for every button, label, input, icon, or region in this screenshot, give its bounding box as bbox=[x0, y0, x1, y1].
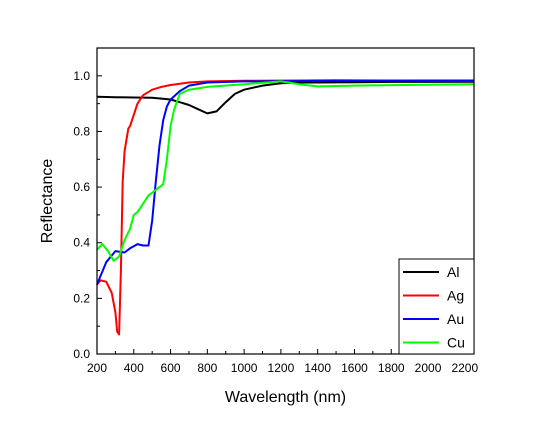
legend-label-ag: Ag bbox=[447, 288, 464, 304]
x-tick-label: 1400 bbox=[304, 361, 331, 375]
legend-label-al: Al bbox=[447, 264, 459, 280]
legend-label-au: Au bbox=[447, 311, 464, 327]
y-tick-label: 1.0 bbox=[73, 69, 90, 83]
x-tick-label: 800 bbox=[197, 361, 217, 375]
y-axis-title: Reflectance bbox=[39, 159, 56, 244]
x-tick-label: 2000 bbox=[415, 361, 442, 375]
plot-lines bbox=[96, 79, 475, 336]
x-axis-title: Wavelength (nm) bbox=[225, 389, 346, 406]
series-line-cu bbox=[96, 80, 475, 262]
y-tick-label: 0.8 bbox=[73, 124, 90, 138]
series-line-au bbox=[96, 79, 474, 285]
x-tick-label: 400 bbox=[124, 361, 144, 375]
legend-label-cu: Cu bbox=[447, 335, 465, 351]
y-tick-label: 0.2 bbox=[73, 291, 90, 305]
y-tick-label: 0.6 bbox=[73, 180, 90, 194]
series-line-ag bbox=[96, 79, 474, 336]
plot-frame bbox=[96, 47, 475, 355]
y-tick-label: 0.4 bbox=[73, 236, 90, 250]
series-line-al bbox=[96, 80, 475, 115]
x-tick-label: 2200 bbox=[451, 361, 478, 375]
x-tick-label: 1000 bbox=[231, 361, 258, 375]
x-tick-label: 1600 bbox=[341, 361, 368, 375]
x-tick-label: 1800 bbox=[378, 361, 405, 375]
x-tick-label: 600 bbox=[161, 361, 181, 375]
x-tick-label: 1200 bbox=[268, 361, 295, 375]
x-axis-ticks: 200 400 600 800 1000 1200 1400 1600 1800 2000 2200 bbox=[87, 349, 478, 375]
legend-box bbox=[398, 258, 475, 355]
x-tick-label: 200 bbox=[87, 361, 107, 375]
y-tick-label: 0.0 bbox=[73, 347, 90, 361]
y-axis-ticks: 0.0 0.2 0.4 0.6 0.8 1.0 bbox=[73, 47, 102, 361]
legend: Al Ag Au Cu bbox=[398, 258, 475, 355]
